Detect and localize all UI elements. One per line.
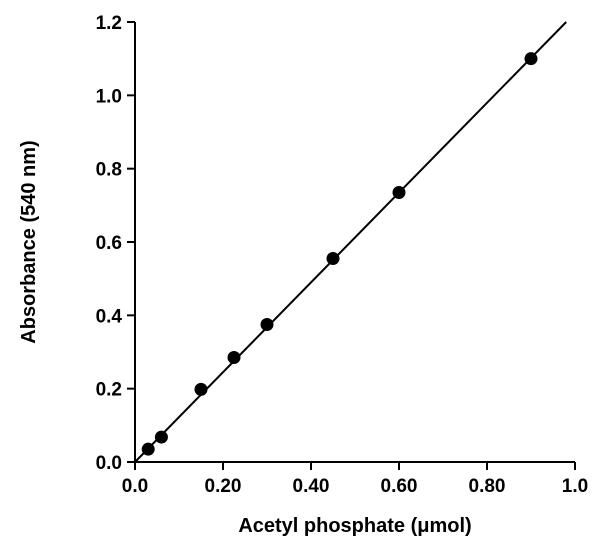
x-tick-label: 0.60 (381, 476, 418, 497)
x-tick-label: 0.40 (293, 476, 330, 497)
data-point (227, 351, 241, 364)
y-ticks: 0.0 0.2 0.4 0.6 0.8 1.0 1.2 (96, 13, 135, 474)
fit-line-group (134, 21, 567, 463)
y-axis-title: Absorbance (540 nm) (18, 140, 40, 343)
x-tick-label: 0.20 (205, 476, 242, 497)
fit-line (134, 21, 567, 463)
x-axis-title: Acetyl phosphate (μmol) (238, 515, 471, 537)
y-tick-label: 0.4 (96, 306, 123, 327)
x-tick-label: 0.80 (469, 476, 506, 497)
y-tick-label: 1.0 (96, 86, 122, 107)
x-ticks: 0.0 0.20 0.40 0.60 0.80 1.0 (122, 462, 588, 497)
y-tick-label: 0.2 (96, 380, 122, 401)
data-point (260, 318, 274, 331)
data-point (524, 52, 538, 66)
y-tick-label: 0.6 (96, 233, 122, 254)
y-tick-label: 0.8 (96, 160, 122, 181)
x-tick-label: 0.0 (122, 476, 148, 497)
data-point (392, 186, 406, 199)
data-point (154, 430, 168, 444)
y-tick-label: 1.2 (96, 13, 122, 34)
data-point (326, 252, 340, 265)
data-points (141, 52, 538, 456)
data-point (141, 442, 155, 456)
y-tick-label: 0.0 (96, 453, 122, 474)
x-tick-label: 1.0 (562, 476, 588, 497)
data-point (194, 382, 208, 396)
